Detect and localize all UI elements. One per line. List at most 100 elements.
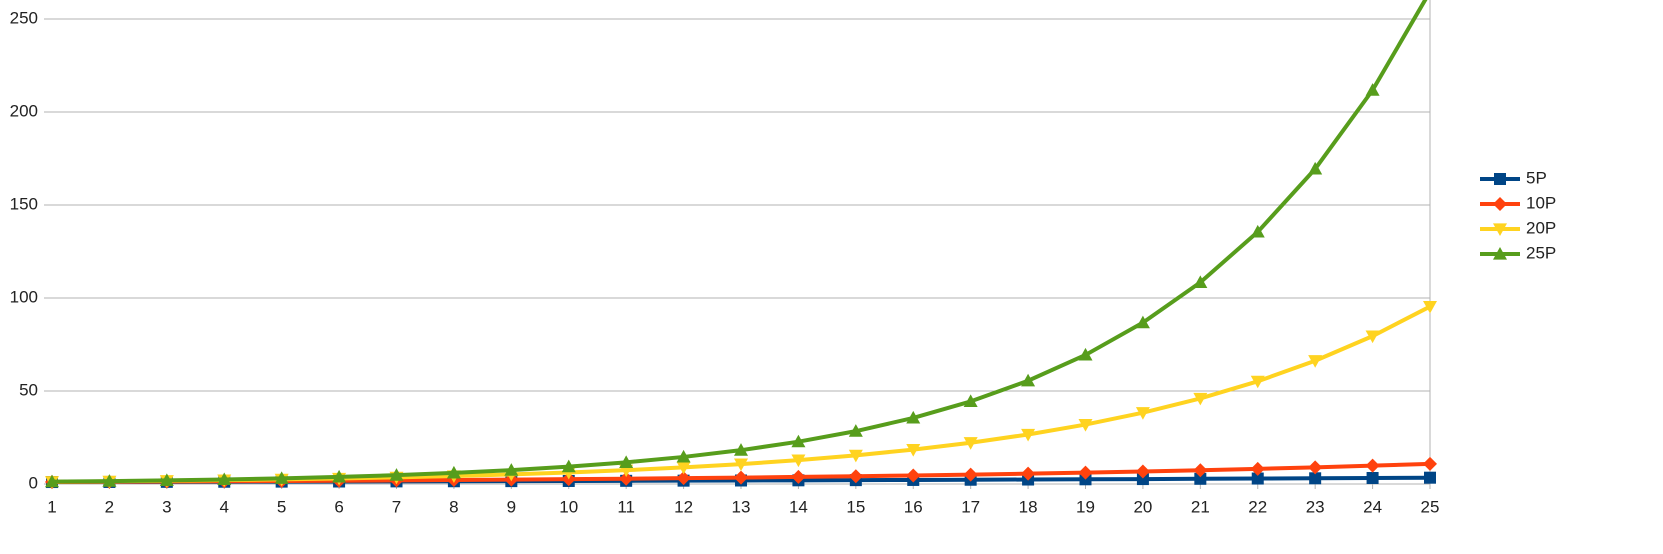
x-tick-label: 8 xyxy=(449,497,458,516)
legend-label: 20P xyxy=(1526,218,1556,237)
data-point xyxy=(676,461,691,475)
x-tick-label: 10 xyxy=(559,497,578,516)
data-point xyxy=(619,471,634,486)
data-point xyxy=(963,437,978,450)
x-tick-label: 13 xyxy=(732,497,751,516)
legend-marker xyxy=(1493,247,1507,260)
x-tick-label: 11 xyxy=(617,497,635,516)
data-point xyxy=(963,467,978,482)
data-point xyxy=(1250,224,1265,238)
x-tick-label: 7 xyxy=(392,497,401,516)
data-point xyxy=(963,394,978,407)
data-point xyxy=(1366,471,1379,484)
data-point xyxy=(1250,461,1265,476)
y-tick-label: 100 xyxy=(10,287,38,306)
x-tick-label: 1 xyxy=(47,497,56,516)
data-point xyxy=(1423,300,1437,314)
data-point xyxy=(1365,330,1380,344)
data-point xyxy=(159,473,174,486)
data-point xyxy=(1194,472,1207,485)
data-point xyxy=(619,455,634,468)
legend-label: 10P xyxy=(1526,193,1556,212)
data-point xyxy=(1021,373,1036,387)
data-point xyxy=(734,458,748,472)
x-tick-label: 21 xyxy=(1191,497,1210,516)
x-tick-label: 6 xyxy=(334,497,343,516)
x-tick-label: 2 xyxy=(105,497,114,516)
data-point xyxy=(791,434,806,448)
x-tick-label: 16 xyxy=(904,497,923,516)
x-tick-label: 20 xyxy=(1133,497,1152,516)
x-tick-label: 14 xyxy=(789,497,808,516)
data-point xyxy=(1021,428,1036,442)
data-point xyxy=(1365,458,1380,473)
data-point xyxy=(1078,465,1093,480)
legend-marker xyxy=(1493,223,1507,236)
x-tick-label: 3 xyxy=(162,497,171,516)
y-tick-label: 50 xyxy=(19,380,38,399)
x-tick-label: 5 xyxy=(277,497,286,516)
data-point xyxy=(906,444,921,457)
data-point xyxy=(1135,407,1150,420)
data-point xyxy=(45,474,59,488)
data-point xyxy=(1309,472,1322,485)
data-point xyxy=(1136,473,1149,486)
data-point xyxy=(1250,375,1265,389)
y-tick-label: 0 xyxy=(29,473,38,492)
data-point xyxy=(1308,355,1323,368)
data-point xyxy=(676,471,691,486)
legend-label: 5P xyxy=(1526,168,1547,187)
data-point xyxy=(1078,347,1093,361)
x-tick-label: 18 xyxy=(1019,497,1038,516)
data-point xyxy=(446,465,461,479)
data-point xyxy=(848,424,863,437)
data-point xyxy=(504,463,519,476)
data-point xyxy=(1193,463,1208,478)
data-point xyxy=(1251,472,1264,485)
series-line xyxy=(51,0,1428,484)
data-point xyxy=(1135,315,1150,329)
data-point xyxy=(791,469,806,484)
data-point xyxy=(1308,161,1323,175)
data-point xyxy=(848,449,863,463)
data-point xyxy=(1308,460,1323,475)
x-tick-label: 25 xyxy=(1421,497,1440,516)
x-tick-label: 4 xyxy=(220,497,229,516)
data-point xyxy=(1193,275,1208,288)
data-point xyxy=(1135,464,1150,479)
data-point xyxy=(791,454,806,468)
data-point xyxy=(1078,418,1093,432)
data-point xyxy=(1423,456,1437,471)
data-point xyxy=(389,468,404,481)
data-point xyxy=(217,472,232,486)
data-point xyxy=(1021,466,1036,481)
data-point xyxy=(906,468,921,483)
x-tick-label: 9 xyxy=(507,497,516,516)
y-tick-label: 150 xyxy=(10,194,38,213)
x-tick-label: 17 xyxy=(961,497,980,516)
data-point xyxy=(734,470,748,485)
data-point xyxy=(332,469,347,483)
x-tick-label: 15 xyxy=(846,497,865,516)
data-point xyxy=(848,469,863,484)
legend-marker xyxy=(1493,197,1507,211)
data-point xyxy=(1424,471,1436,484)
legend-label: 25P xyxy=(1526,243,1556,262)
data-point xyxy=(274,471,289,484)
data-point xyxy=(906,410,921,424)
y-tick-label: 250 xyxy=(10,8,38,27)
y-tick-label: 200 xyxy=(10,101,38,120)
data-point xyxy=(102,474,117,487)
data-point xyxy=(1365,83,1380,96)
data-point xyxy=(1193,392,1208,406)
x-tick-label: 24 xyxy=(1363,497,1382,516)
data-point xyxy=(561,459,576,473)
x-tick-label: 23 xyxy=(1306,497,1325,516)
data-point xyxy=(676,449,691,463)
x-tick-label: 12 xyxy=(674,497,693,516)
legend-marker xyxy=(1494,173,1506,185)
x-tick-label: 22 xyxy=(1248,497,1267,516)
data-point xyxy=(734,443,748,456)
